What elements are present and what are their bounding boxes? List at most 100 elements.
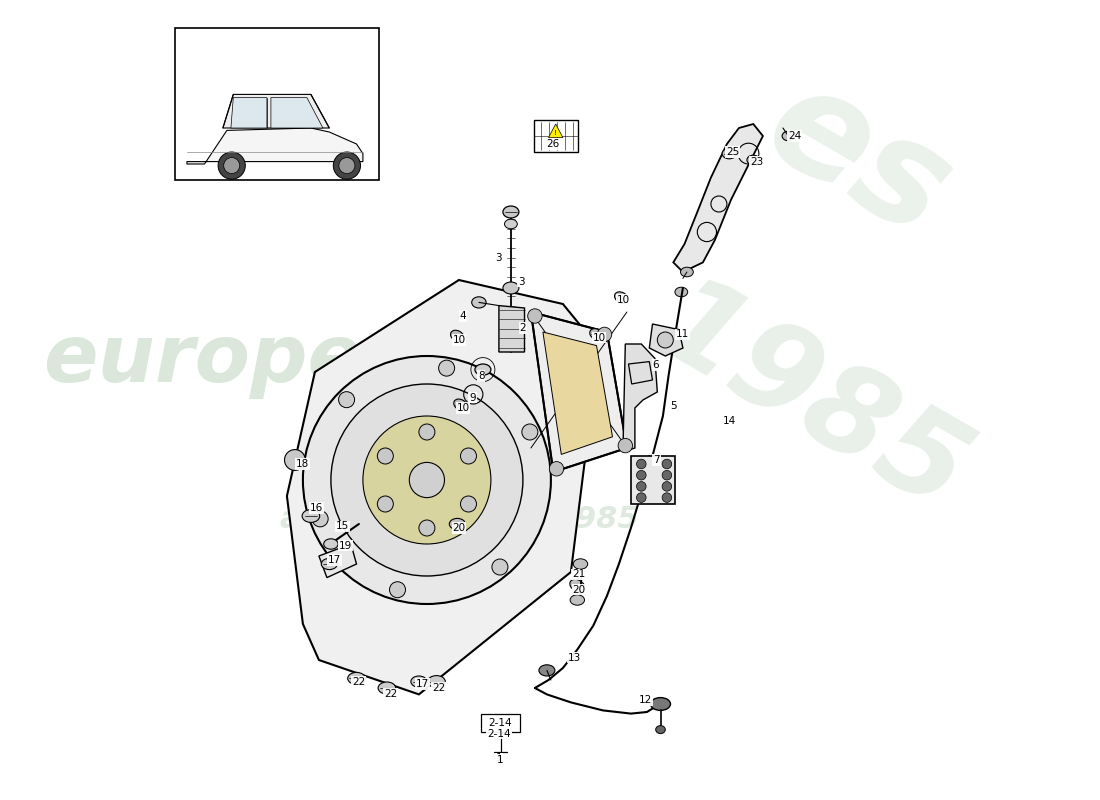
Circle shape (419, 520, 435, 536)
Polygon shape (623, 344, 658, 452)
Circle shape (637, 493, 646, 502)
Circle shape (521, 424, 538, 440)
Text: 26: 26 (546, 139, 559, 149)
Text: !: ! (554, 130, 557, 136)
Polygon shape (649, 324, 683, 356)
Text: 22: 22 (384, 689, 397, 698)
Text: 17: 17 (328, 555, 341, 565)
Ellipse shape (302, 510, 320, 522)
Text: 1: 1 (497, 755, 504, 765)
Text: 2-14: 2-14 (487, 729, 510, 738)
Polygon shape (271, 98, 323, 128)
Ellipse shape (747, 155, 760, 165)
Circle shape (377, 448, 394, 464)
Text: 2: 2 (519, 323, 526, 333)
Circle shape (339, 158, 355, 174)
Circle shape (439, 360, 454, 376)
Ellipse shape (503, 282, 519, 294)
Text: 3: 3 (496, 254, 503, 263)
Ellipse shape (451, 330, 464, 342)
Circle shape (419, 424, 435, 440)
Ellipse shape (449, 518, 465, 530)
Text: 22: 22 (432, 683, 446, 693)
Text: 25: 25 (726, 147, 739, 157)
Text: 15: 15 (337, 522, 350, 531)
Circle shape (658, 332, 673, 348)
Circle shape (618, 438, 632, 453)
Text: 12: 12 (639, 695, 652, 705)
Circle shape (549, 462, 563, 476)
Bar (535, 120, 579, 152)
Polygon shape (631, 456, 675, 504)
Ellipse shape (475, 364, 491, 375)
Bar (175, 28, 378, 180)
Circle shape (302, 356, 551, 604)
Text: 5: 5 (670, 402, 676, 411)
Circle shape (637, 470, 646, 480)
Text: 1985: 1985 (635, 264, 988, 536)
Text: 6: 6 (652, 360, 659, 370)
Circle shape (312, 511, 328, 527)
Text: 9: 9 (470, 393, 476, 402)
Ellipse shape (675, 287, 688, 297)
Circle shape (339, 392, 354, 408)
Ellipse shape (378, 682, 396, 694)
Circle shape (528, 309, 542, 323)
Ellipse shape (321, 558, 338, 570)
Circle shape (331, 384, 522, 576)
Circle shape (333, 152, 361, 179)
Circle shape (597, 327, 612, 342)
Text: 13: 13 (569, 653, 582, 662)
Text: 4: 4 (460, 311, 466, 321)
Ellipse shape (503, 206, 519, 218)
Circle shape (637, 459, 646, 469)
Text: 2-14: 2-14 (488, 718, 513, 728)
Polygon shape (187, 128, 363, 164)
Polygon shape (499, 306, 525, 352)
Polygon shape (287, 280, 598, 694)
Polygon shape (531, 312, 627, 472)
Circle shape (662, 470, 672, 480)
Text: 14: 14 (723, 416, 736, 426)
Polygon shape (231, 98, 267, 128)
Circle shape (637, 482, 646, 491)
Circle shape (461, 496, 476, 512)
Text: 7: 7 (653, 455, 660, 465)
Polygon shape (628, 362, 652, 384)
Text: es: es (744, 53, 975, 267)
Ellipse shape (650, 698, 671, 710)
Polygon shape (673, 124, 763, 272)
Text: 17: 17 (416, 679, 429, 689)
Circle shape (409, 462, 444, 498)
Text: 8: 8 (478, 371, 485, 381)
Ellipse shape (472, 297, 486, 308)
Ellipse shape (573, 558, 587, 570)
Ellipse shape (782, 131, 795, 141)
Ellipse shape (681, 267, 693, 277)
Ellipse shape (453, 399, 468, 410)
Text: 3: 3 (518, 277, 525, 286)
Ellipse shape (411, 676, 427, 687)
Circle shape (389, 582, 406, 598)
Circle shape (662, 493, 672, 502)
Ellipse shape (323, 539, 338, 549)
Text: 10: 10 (592, 333, 605, 342)
Ellipse shape (615, 292, 628, 303)
Text: 16: 16 (310, 503, 323, 513)
Text: 10: 10 (456, 403, 470, 413)
Text: 20: 20 (572, 585, 585, 594)
Ellipse shape (656, 726, 666, 734)
Circle shape (223, 158, 240, 174)
Ellipse shape (505, 219, 517, 229)
Text: 18: 18 (296, 459, 309, 469)
Text: 19: 19 (339, 541, 352, 550)
Ellipse shape (570, 579, 585, 592)
Circle shape (218, 152, 245, 179)
Circle shape (285, 450, 306, 470)
Circle shape (662, 482, 672, 491)
Text: 24: 24 (789, 131, 802, 141)
Text: 21: 21 (572, 570, 585, 579)
Circle shape (492, 559, 508, 575)
Text: 23: 23 (750, 157, 763, 166)
Circle shape (662, 459, 672, 469)
